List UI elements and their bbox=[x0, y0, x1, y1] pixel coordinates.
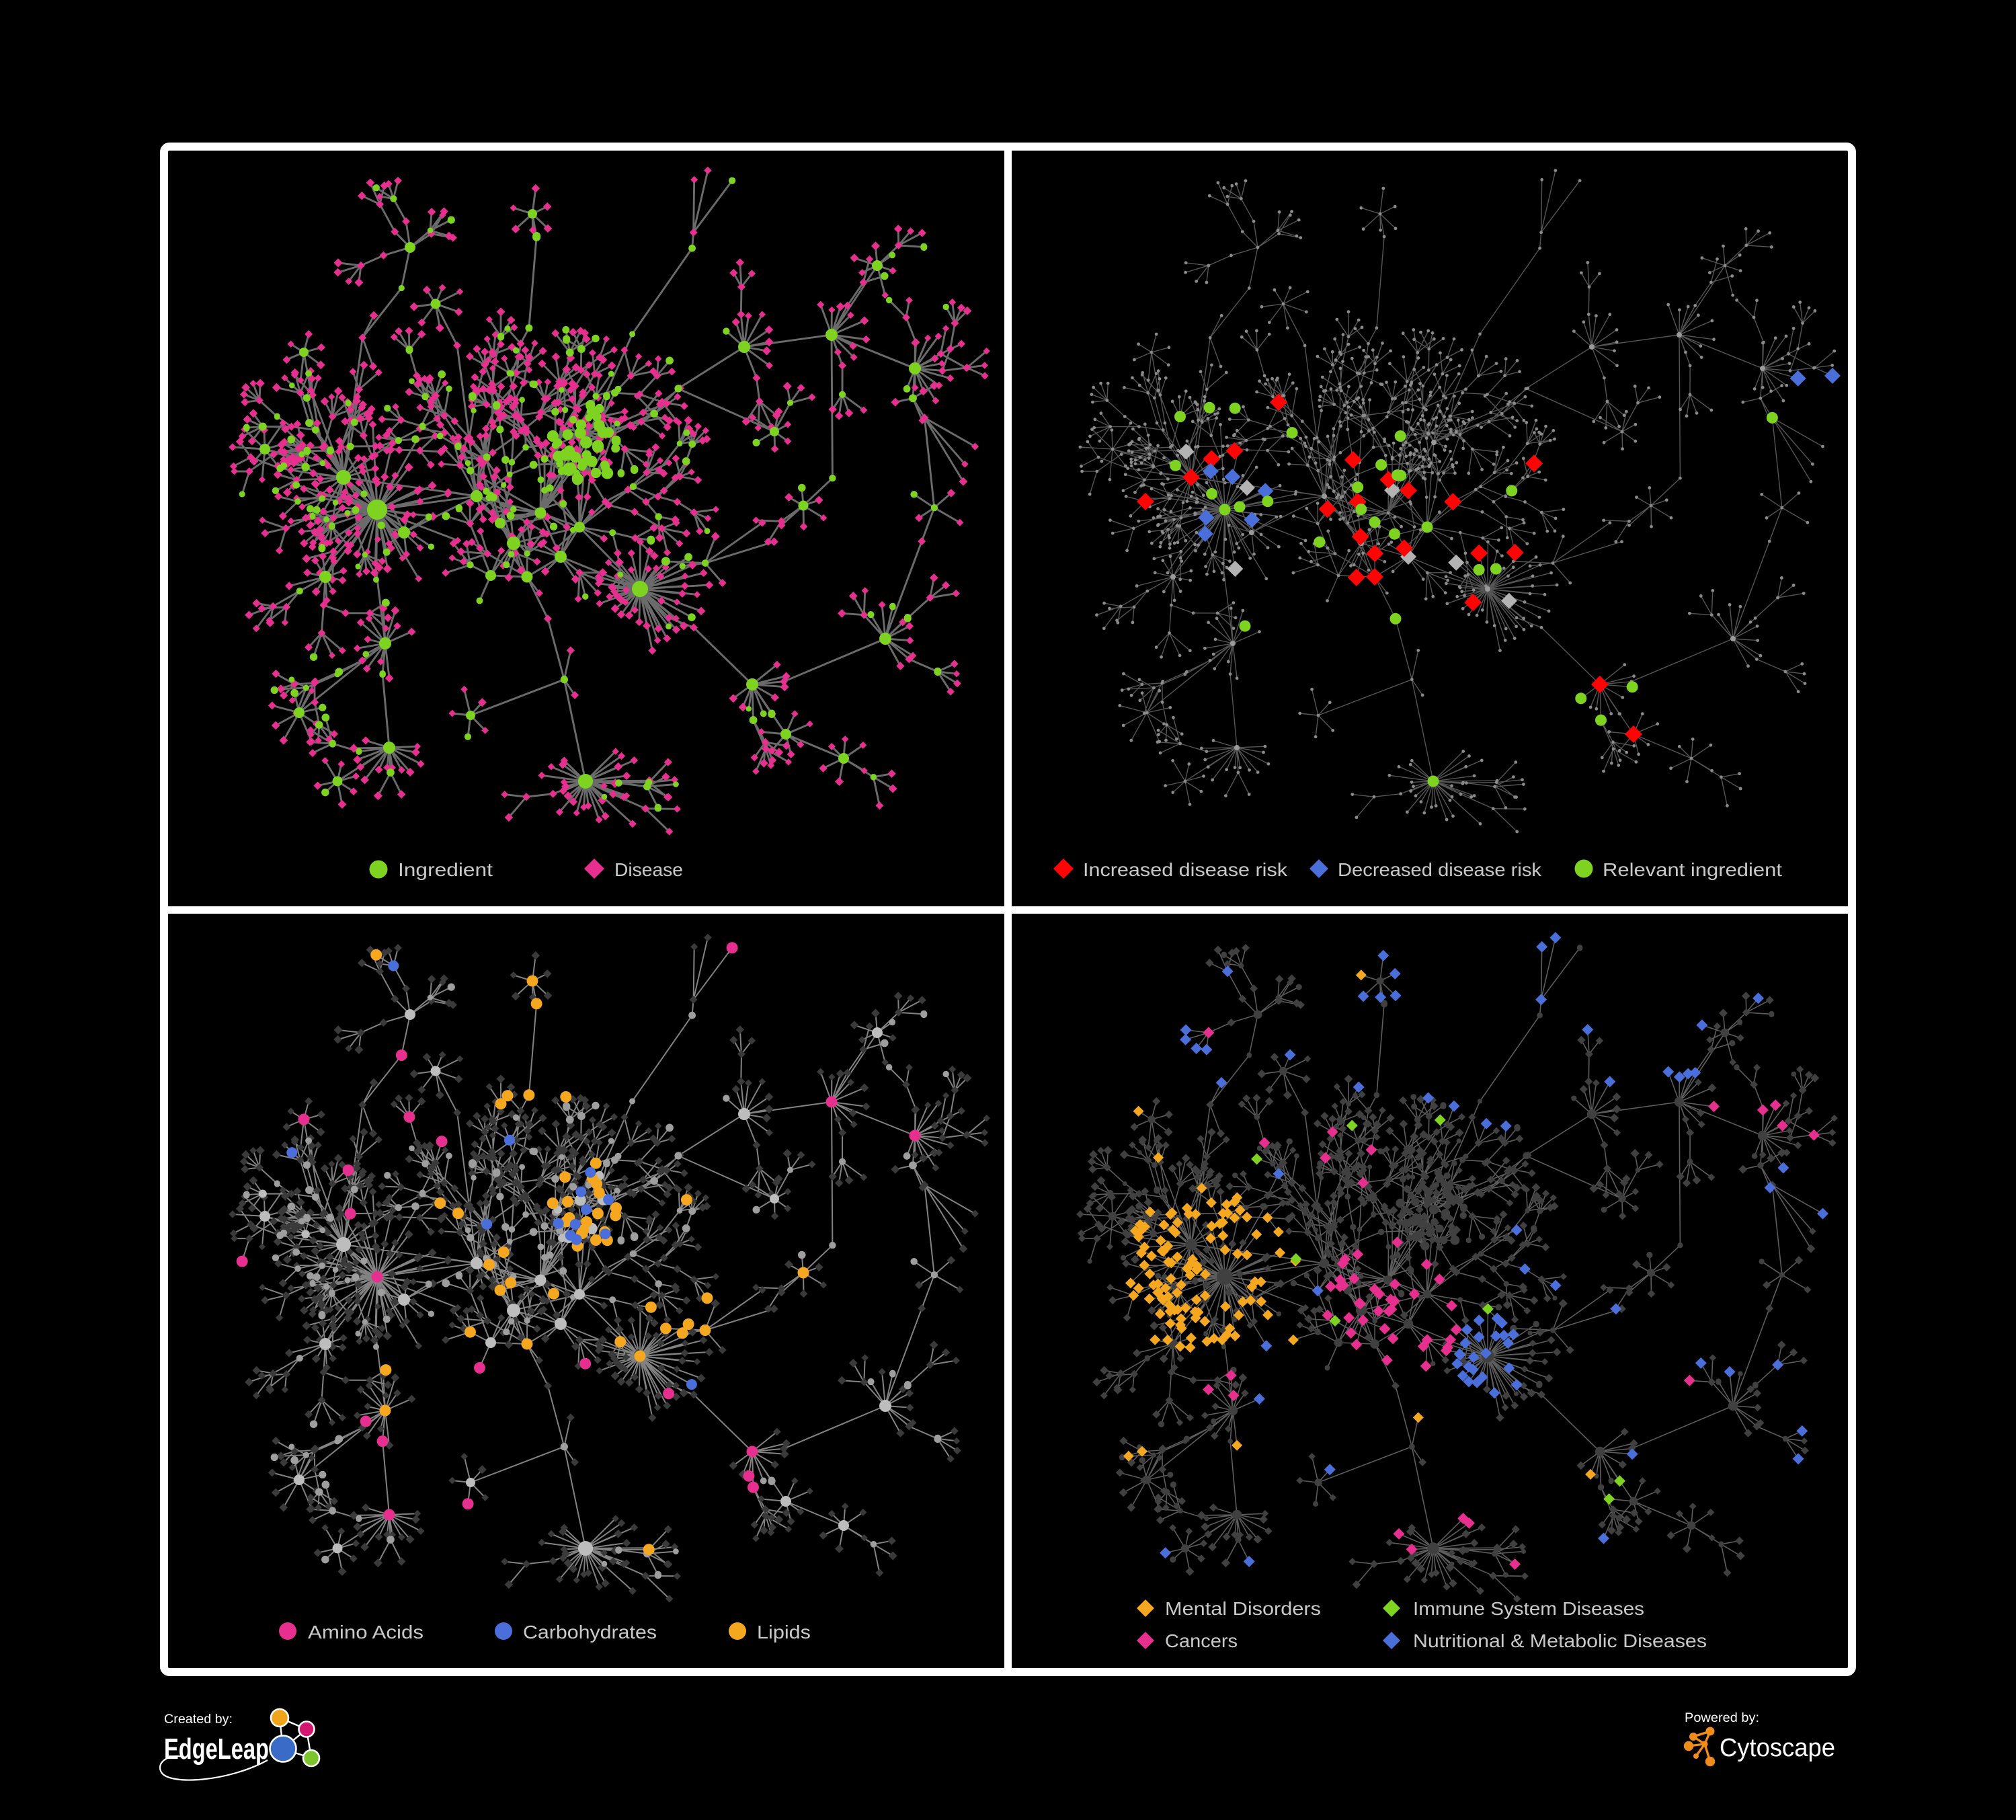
svg-text:Carbohydrates: Carbohydrates bbox=[523, 1622, 657, 1643]
svg-text:Powered by:: Powered by: bbox=[1685, 1711, 1759, 1725]
svg-text:Relevant ingredient: Relevant ingredient bbox=[1603, 859, 1782, 880]
svg-text:Created by:: Created by: bbox=[164, 1712, 233, 1727]
svg-text:Amino Acids: Amino Acids bbox=[308, 1622, 424, 1643]
svg-text:Ingredient: Ingredient bbox=[398, 859, 493, 880]
svg-text:Immune System Diseases: Immune System Diseases bbox=[1413, 1598, 1644, 1619]
svg-text:Lipids: Lipids bbox=[757, 1622, 811, 1643]
svg-text:Cytoscape: Cytoscape bbox=[1720, 1734, 1835, 1762]
svg-text:Disease: Disease bbox=[614, 859, 683, 880]
svg-text:Decreased disease risk: Decreased disease risk bbox=[1338, 859, 1542, 880]
svg-text:Increased disease risk: Increased disease risk bbox=[1083, 859, 1288, 880]
svg-text:Cancers: Cancers bbox=[1165, 1630, 1238, 1651]
svg-text:Nutritional & Metabolic Diseas: Nutritional & Metabolic Diseases bbox=[1413, 1630, 1707, 1651]
svg-text:EdgeLeap: EdgeLeap bbox=[164, 1733, 269, 1766]
svg-text:Mental Disorders: Mental Disorders bbox=[1165, 1598, 1321, 1619]
